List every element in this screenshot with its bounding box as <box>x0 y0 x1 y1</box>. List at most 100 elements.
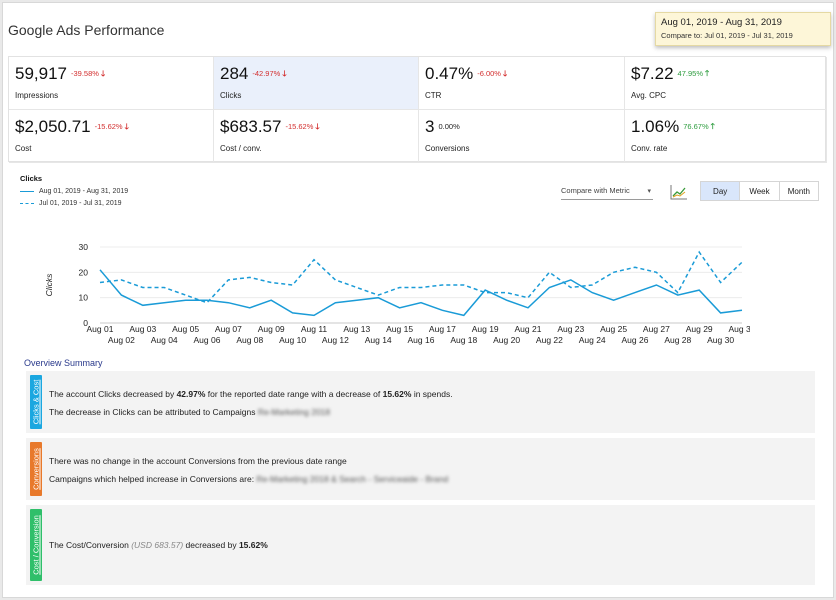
kpi-value: 0.47% <box>425 64 474 83</box>
x-tick-label: Aug 21 <box>515 324 542 334</box>
summary-card-conversions: Conversions There was no change in the ac… <box>26 438 815 500</box>
summary-text: in spends. <box>411 389 453 399</box>
kpi-label: Cost <box>15 144 32 153</box>
summary-card-cost-conversion: Cost / Conversion The Cost/Conversion (US… <box>26 505 815 585</box>
summary-text: Campaigns which helped increase in Conve… <box>49 474 257 484</box>
arrow-down-icon: 🡓 <box>282 69 287 78</box>
kpi-change-value: -15.62% <box>285 122 314 131</box>
kpi-tile-cost[interactable]: $2,050.71 -15.62% 🡓 Cost <box>9 110 214 163</box>
legend-label-previous: Jul 01, 2019 - Jul 31, 2019 <box>39 200 122 207</box>
kpi-value: 1.06% <box>631 117 680 136</box>
kpi-label: Impressions <box>15 91 59 100</box>
x-tick-label: Aug 30 <box>707 335 734 345</box>
kpi-change-value: -39.58% <box>71 69 99 78</box>
compare-metric-select[interactable]: Compare with Metric ▾ <box>561 186 653 200</box>
summary-card-clicks-cost: Clicks & Cost The account Clicks decrease… <box>26 371 815 433</box>
summary-line: Campaigns which helped increase in Conve… <box>49 474 448 484</box>
kpi-change: -15.62% 🡓 <box>95 121 129 135</box>
x-tick-label: Aug 08 <box>236 335 263 345</box>
kpi-value: 59,917 <box>15 64 67 83</box>
period-button-month[interactable]: Month <box>787 186 810 196</box>
date-range-current: Aug 01, 2019 - Aug 31, 2019 <box>661 17 782 28</box>
summary-highlight: 42.97% <box>176 389 206 399</box>
x-tick-label: Aug 23 <box>557 324 584 334</box>
kpi-change: -15.62% 🡓 <box>285 121 319 135</box>
kpi-tile-ctr[interactable]: 0.47% -6.00% 🡓 CTR <box>419 57 625 110</box>
kpi-tile-clicks[interactable]: 284 -42.97% 🡓 Clicks <box>214 57 419 110</box>
period-button-day[interactable]: Day <box>701 182 741 200</box>
line-chart-icon[interactable] <box>670 184 688 200</box>
x-tick-label: Aug 03 <box>129 324 156 334</box>
kpi-change: -6.00% 🡓 <box>477 68 507 82</box>
legend-item-previous[interactable]: Jul 01, 2019 - Jul 31, 2019 <box>20 200 128 207</box>
kpi-value: $2,050.71 <box>15 117 91 136</box>
x-tick-label: Aug 16 <box>408 335 435 345</box>
arrow-down-icon: 🡓 <box>315 122 320 131</box>
kpi-label: Conversions <box>425 144 470 153</box>
campaign-names: Re-Marketing 2018 <box>257 407 331 417</box>
kpi-label: Cost / conv. <box>220 144 262 153</box>
arrow-down-icon: 🡓 <box>124 122 129 131</box>
y-axis-label: Clicks <box>44 273 54 296</box>
summary-text: for the reported date range with a decre… <box>205 389 383 399</box>
kpi-value: 3 <box>425 117 435 136</box>
x-tick-label: Aug 27 <box>643 324 670 334</box>
x-tick-label: Aug 07 <box>215 324 242 334</box>
page-title: Google Ads Performance <box>8 22 165 38</box>
kpi-tile-impressions[interactable]: 59,917 -39.58% 🡓 Impressions <box>9 57 214 110</box>
series-line-previous <box>99 250 743 304</box>
x-tick-label: Aug 24 <box>579 335 606 345</box>
summary-tab-label: Cost / Conversion <box>31 515 41 575</box>
kpi-label: CTR <box>425 91 442 100</box>
legend-label-current: Aug 01, 2019 - Aug 31, 2019 <box>39 188 129 195</box>
summary-tab-label: Clicks & Cost <box>31 379 41 425</box>
x-tick-label: Aug 26 <box>622 335 649 345</box>
x-tick-label: Aug 31 <box>729 324 750 334</box>
summary-note: (USD 683.57) <box>131 540 184 550</box>
kpi-grid: 59,917 -39.58% 🡓 Impressions 284 -42.97% 🡓 Clic… <box>8 56 827 163</box>
kpi-change: 0.00% <box>438 122 459 131</box>
summary-tab-label: Conversions <box>31 448 41 490</box>
arrow-up-icon: 🡑 <box>710 122 715 131</box>
kpi-tile-conversions[interactable]: 3 0.00% Conversions <box>419 110 625 163</box>
summary-highlight: 15.62% <box>382 389 412 399</box>
summary-text: The decrease in Clicks can be attributed… <box>49 407 258 417</box>
kpi-value: $7.22 <box>631 64 674 83</box>
series-line-current <box>99 269 743 317</box>
x-tick-label: Aug 18 <box>450 335 477 345</box>
summary-line: There was no change in the account Conve… <box>49 456 347 466</box>
kpi-tile-avg-cpc[interactable]: $7.22 47.95% 🡑 Avg. CPC <box>625 57 827 110</box>
kpi-change: 47.95% 🡑 <box>678 68 710 82</box>
summary-tab-cost-conversion[interactable]: Cost / Conversion <box>30 509 42 581</box>
legend-title: Clicks <box>20 174 43 183</box>
kpi-change-value: -6.00% <box>477 69 501 78</box>
date-range-picker[interactable]: Aug 01, 2019 - Aug 31, 2019 Compare to: … <box>655 12 831 46</box>
x-tick-label: Aug 14 <box>365 335 392 345</box>
period-button-week[interactable]: Week <box>740 182 780 200</box>
x-tick-label: Aug 20 <box>493 335 520 345</box>
x-tick-label: Aug 04 <box>151 335 178 345</box>
x-tick-label: Aug 15 <box>386 324 413 334</box>
period-toggle: Day Week Month <box>700 181 819 201</box>
summary-tab-clicks-cost[interactable]: Clicks & Cost <box>30 375 42 429</box>
chevron-down-icon: ▾ <box>647 188 651 195</box>
arrow-down-icon: 🡓 <box>502 69 508 78</box>
kpi-tile-conv-rate[interactable]: 1.06% 76.67% 🡑 Conv. rate <box>625 110 827 163</box>
summary-line: The decrease in Clicks can be attributed… <box>49 407 330 417</box>
x-tick-label: Aug 25 <box>600 324 627 334</box>
kpi-value: $683.57 <box>220 117 282 136</box>
arrow-up-icon: 🡑 <box>704 69 710 78</box>
kpi-tile-cost-conv[interactable]: $683.57 -15.62% 🡓 Cost / conv. <box>214 110 419 163</box>
kpi-change-value: 0.00% <box>438 122 460 131</box>
overview-summary-title: Overview Summary <box>24 358 103 368</box>
summary-line: The Cost/Conversion (USD 683.57) decreas… <box>49 540 268 550</box>
legend-item-current[interactable]: Aug 01, 2019 - Aug 31, 2019 <box>20 188 128 195</box>
x-tick-label: Aug 02 <box>108 335 135 345</box>
summary-text: decreased by <box>183 540 239 550</box>
x-tick-label: Aug 06 <box>194 335 221 345</box>
legend-solid-line <box>20 191 34 192</box>
x-tick-label: Aug 09 <box>258 324 285 334</box>
y-tick-label: 30 <box>79 242 89 252</box>
y-tick-label: 10 <box>79 293 89 303</box>
summary-tab-conversions[interactable]: Conversions <box>30 442 42 496</box>
